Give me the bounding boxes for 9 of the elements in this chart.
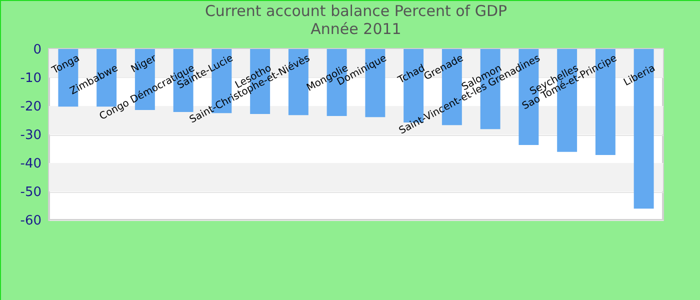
y-tick-label: -10 <box>20 71 42 86</box>
y-tick-label: -20 <box>20 100 42 114</box>
y-tick-label: 0 <box>33 42 42 58</box>
y-tick-label: -50 <box>20 185 42 200</box>
y-tick-label: -40 <box>20 156 42 172</box>
y-tick-label: -60 <box>20 214 42 228</box>
chart-subtitle: Année 2011 <box>310 20 402 38</box>
y-tick-label: -30 <box>20 128 42 143</box>
chart-title: Current account balance Percent of GDP <box>204 2 508 20</box>
